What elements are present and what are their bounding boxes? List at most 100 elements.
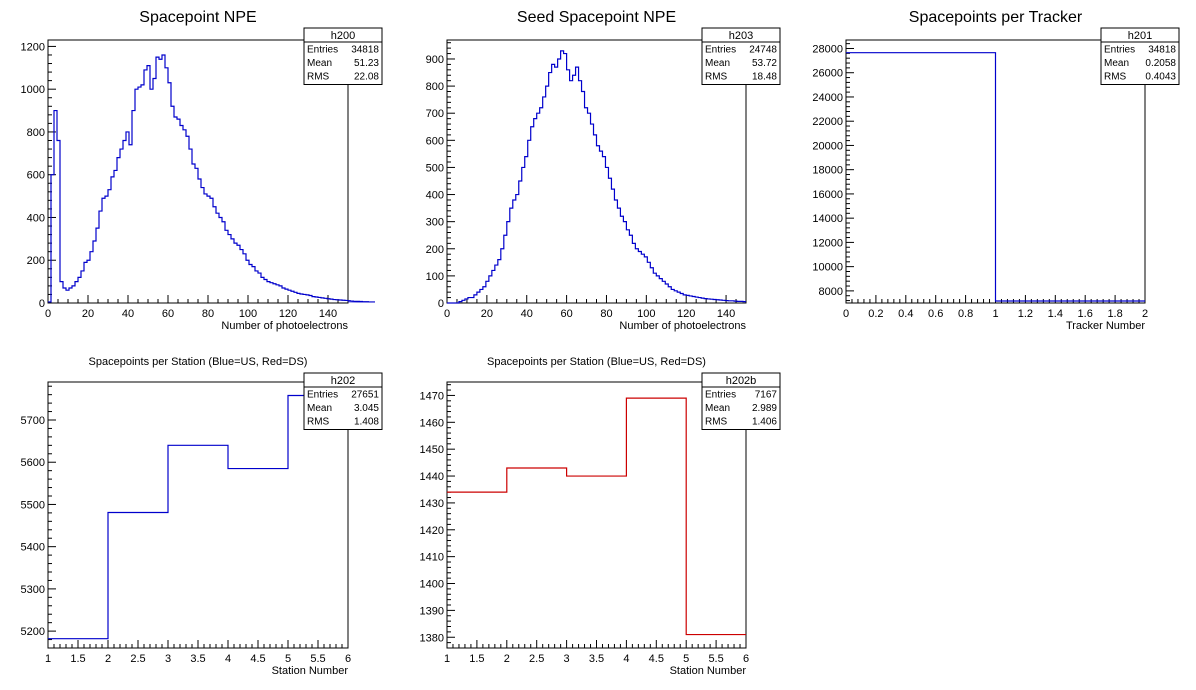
y-tick-label: 1450	[420, 444, 444, 456]
x-tick-label: 1.5	[469, 653, 484, 665]
histogram-line	[48, 394, 348, 640]
chart-spacepoint-npe: Spacepoint NPE 0 20 40 60 80 100 120 140 0 200 400 6…	[21, 9, 383, 332]
y-tick-label: 5600	[21, 457, 45, 469]
y-tick-label: 1440	[420, 471, 444, 483]
x-tick-label: 140	[319, 308, 337, 320]
chart-title: Seed Spacepoint NPE	[517, 9, 676, 26]
y-tick-label: 300	[426, 217, 444, 229]
stats-label: Entries	[705, 45, 736, 56]
x-tick-label: 1.4	[1048, 308, 1063, 320]
y-tick-label: 1380	[420, 632, 444, 644]
x-tick-label: 1	[992, 308, 998, 320]
x-tick-label: 1	[444, 653, 450, 665]
stats-value: 51.23	[354, 58, 379, 69]
histogram-line	[48, 54, 375, 303]
chart-title: Spacepoints per Tracker	[909, 9, 1083, 26]
stats-value: 0.4043	[1145, 72, 1176, 83]
stats-label: RMS	[1104, 72, 1127, 83]
stats-label: Entries	[1104, 45, 1135, 56]
x-axis-title: Number of photoelectrons	[221, 320, 348, 332]
x-tick-label: 2	[504, 653, 510, 665]
y-tick-label: 1430	[420, 498, 444, 510]
x-tick-label: 0.6	[928, 308, 943, 320]
y-tick-label: 5500	[21, 499, 45, 511]
stats-box-name: h202	[331, 375, 355, 387]
y-tick-label: 500	[426, 162, 444, 174]
x-tick-label: 4.5	[250, 653, 265, 665]
y-tick-label: 200	[426, 244, 444, 256]
stats-label: RMS	[705, 72, 728, 83]
stats-box: h202 Entries 27651 Mean 3.045 RMS 1.408	[303, 372, 383, 430]
stats-box-frame	[303, 27, 383, 85]
y-tick-label: 5700	[21, 415, 45, 427]
y-tick-label: 1200	[21, 41, 45, 53]
y-tick-label: 10000	[812, 262, 843, 274]
stats-label: Entries	[705, 390, 736, 401]
y-tick-label: 0	[39, 298, 45, 310]
x-tick-label: 2	[105, 653, 111, 665]
stats-label: Mean	[307, 403, 332, 414]
y-tick-label: 100	[426, 271, 444, 283]
stats-label: RMS	[705, 417, 728, 428]
x-tick-label: 4.5	[649, 653, 664, 665]
y-tick-label: 26000	[812, 68, 843, 80]
x-tick-label: 5.5	[708, 653, 723, 665]
x-tick-label: 100	[239, 308, 257, 320]
x-tick-label: 5	[683, 653, 689, 665]
x-tick-label: 3	[564, 653, 570, 665]
y-tick-label: 1460	[420, 417, 444, 429]
x-tick-label: 0.4	[898, 308, 913, 320]
x-tick-label: 3.5	[190, 653, 205, 665]
x-tick-label: 60	[162, 308, 174, 320]
y-tick-label: 1410	[420, 552, 444, 564]
y-tick-label: 5400	[21, 542, 45, 554]
x-tick-label: 80	[202, 308, 214, 320]
y-tick-label: 800	[426, 81, 444, 93]
stats-label: Mean	[1104, 58, 1129, 69]
stats-box-frame	[1100, 27, 1180, 85]
x-tick-label: 0.2	[868, 308, 883, 320]
x-tick-label: 80	[600, 308, 612, 320]
stats-value: 53.72	[752, 58, 777, 69]
y-tick-label: 28000	[812, 43, 843, 55]
y-tick-label: 400	[426, 190, 444, 202]
histogram-line	[846, 52, 1145, 302]
y-tick-label: 1420	[420, 525, 444, 537]
stats-label: Mean	[307, 58, 332, 69]
histogram-line	[447, 50, 746, 304]
x-axis-title: Station Number	[670, 665, 747, 677]
stats-value: 0.2058	[1145, 58, 1176, 69]
y-tick-label: 1000	[21, 84, 45, 96]
y-tick-label: 12000	[812, 237, 843, 249]
y-tick-label: 700	[426, 108, 444, 120]
x-tick-label: 4	[225, 653, 231, 665]
y-tick-label: 22000	[812, 116, 843, 128]
stats-value: 1.406	[752, 417, 777, 428]
x-tick-label: 60	[560, 308, 572, 320]
stats-value: 27651	[351, 390, 379, 401]
x-axis-title: Station Number	[272, 665, 349, 677]
x-tick-label: 2	[1142, 308, 1148, 320]
stats-value: 18.48	[752, 72, 777, 83]
x-tick-label: 5	[285, 653, 291, 665]
x-tick-label: 6	[743, 653, 749, 665]
stats-label: Entries	[307, 390, 338, 401]
x-tick-label: 100	[637, 308, 655, 320]
stats-value: 1.408	[354, 417, 379, 428]
y-tick-label: 18000	[812, 165, 843, 177]
x-tick-label: 1	[45, 653, 51, 665]
chart-spacepoints-per-station-us: Spacepoints per Station (Blue=US, Red=DS…	[21, 356, 383, 677]
y-tick-label: 20000	[812, 140, 843, 152]
x-tick-label: 2.5	[529, 653, 544, 665]
x-tick-label: 20	[82, 308, 94, 320]
x-tick-label: 120	[279, 308, 297, 320]
y-tick-label: 600	[27, 170, 45, 182]
chart-spacepoints-per-tracker: Spacepoints per Tracker 0 0.2 0.4 0.6 0.8 1 1.2…	[812, 9, 1180, 332]
x-tick-label: 3.5	[589, 653, 604, 665]
y-tick-label: 400	[27, 212, 45, 224]
chart-title: Spacepoint NPE	[139, 9, 256, 26]
x-tick-label: 1.5	[70, 653, 85, 665]
x-tick-label: 1.2	[1018, 308, 1033, 320]
